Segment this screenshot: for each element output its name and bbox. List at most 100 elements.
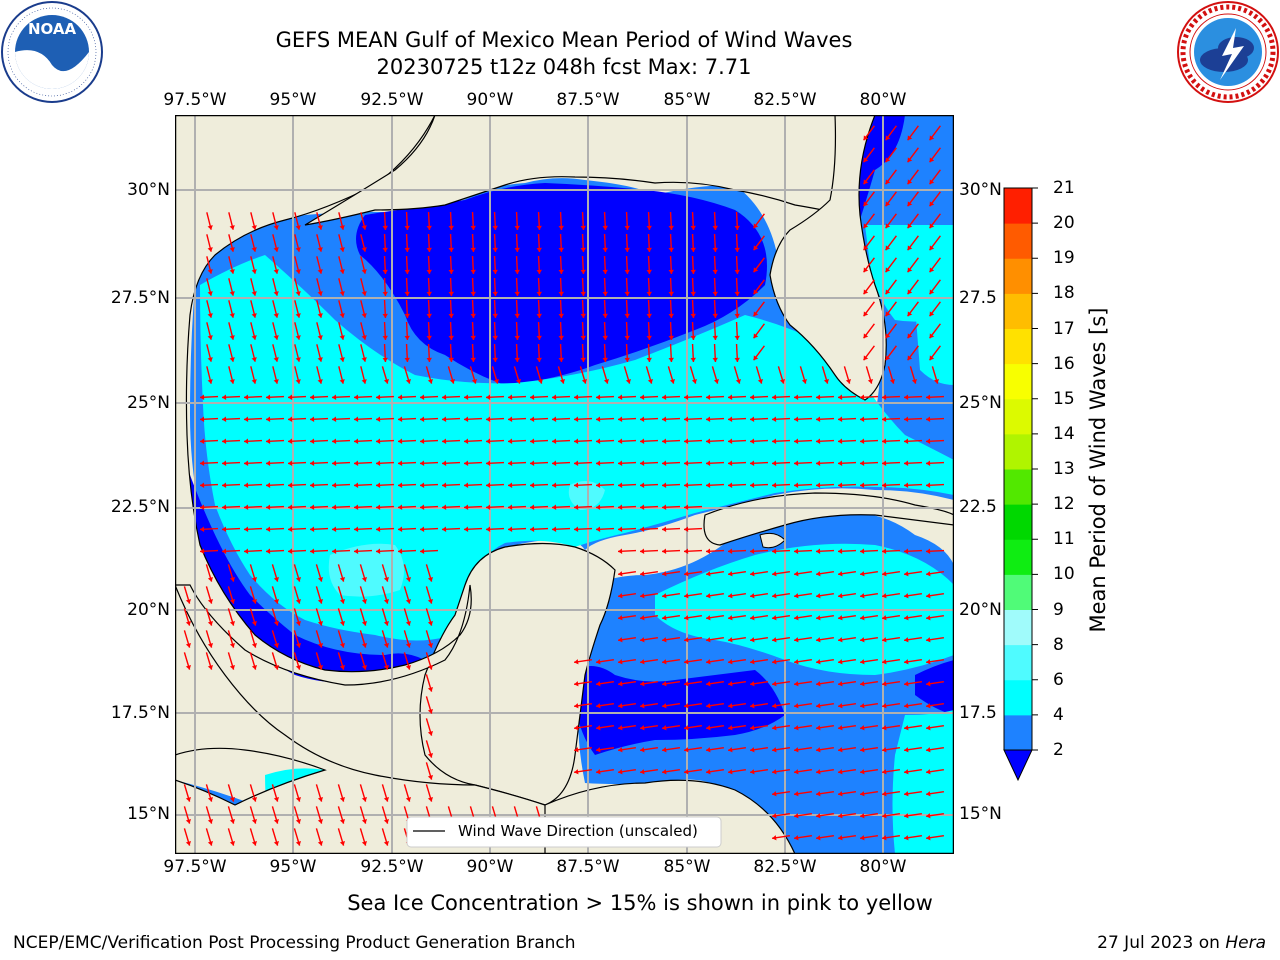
- wind-wave-arrowhead: [926, 835, 931, 841]
- wind-wave-arrowhead: [646, 313, 652, 318]
- wind-wave-arrowhead: [361, 598, 368, 604]
- wind-wave-arrowhead: [885, 355, 891, 361]
- wind-wave-arrowhead: [750, 482, 755, 488]
- colorbar-tick-label: 16: [1053, 353, 1075, 374]
- wind-wave-arrowhead: [926, 615, 931, 621]
- wind-wave-arrowhead: [794, 571, 799, 577]
- colorbar-segment: [1004, 609, 1032, 646]
- wind-wave-arrowhead: [514, 357, 520, 362]
- wind-wave-arrowhead: [684, 571, 689, 577]
- wind-wave-arrowhead: [753, 355, 759, 361]
- wind-wave-arrowhead: [295, 620, 302, 626]
- wind-wave-arrowhead: [596, 460, 601, 466]
- wind-wave-arrowhead: [332, 482, 337, 488]
- wind-wave-arrowhead: [926, 769, 931, 775]
- wind-wave-arrowhead: [706, 725, 711, 731]
- wind-wave-arrowhead: [706, 769, 711, 775]
- wind-wave-arrowhead: [889, 378, 896, 384]
- wind-wave-arrowhead: [712, 291, 718, 296]
- colorbar-label: Mean Period of Wind Waves [s]: [1086, 307, 1110, 633]
- wind-wave-arrowhead: [728, 548, 733, 554]
- wind-wave-arrowhead: [420, 548, 425, 554]
- wind-wave-arrowhead: [574, 681, 579, 687]
- wind-wave-arrowhead: [624, 247, 630, 252]
- wind-wave-arrowhead: [426, 247, 432, 252]
- wind-wave-arrowhead: [863, 245, 869, 251]
- wind-wave-arrowhead: [251, 642, 258, 648]
- noaa-logo: NOAA: [1, 1, 103, 103]
- wind-wave-arrowhead: [207, 269, 213, 274]
- wind-wave-arrowhead: [515, 378, 522, 384]
- wind-wave-arrowhead: [926, 593, 931, 599]
- wind-wave-arrowhead: [354, 460, 359, 466]
- wind-wave-arrowhead: [929, 289, 935, 295]
- wind-wave-arrowhead: [618, 747, 623, 753]
- wind-wave-arrowhead: [536, 247, 542, 252]
- wind-wave-arrowhead: [684, 747, 689, 753]
- wind-wave-arrowhead: [706, 394, 711, 400]
- wind-wave-arrowhead: [464, 394, 469, 400]
- wind-wave-arrowhead: [640, 593, 645, 599]
- wind-wave-arrowhead: [860, 725, 865, 731]
- wind-wave-arrowhead: [383, 818, 390, 824]
- wind-wave-arrowhead: [493, 378, 500, 384]
- map-legend: [406, 816, 722, 848]
- wind-wave-arrowhead: [926, 725, 931, 731]
- wind-wave-arrowhead: [354, 438, 359, 444]
- wind-wave-arrowhead: [229, 818, 236, 824]
- wind-wave-arrowhead: [929, 135, 935, 141]
- wind-wave-arrowhead: [646, 335, 652, 340]
- colorbar-segment: [1004, 328, 1032, 365]
- wind-wave-arrowhead: [382, 269, 388, 274]
- wind-wave-arrowhead: [580, 247, 586, 252]
- wind-wave-arrowhead: [863, 311, 869, 317]
- wind-wave-arrowhead: [684, 725, 689, 731]
- wind-wave-arrowhead: [706, 548, 711, 554]
- wind-wave-arrowhead: [514, 335, 520, 340]
- colorbar-tick-label: 4: [1053, 704, 1064, 725]
- wind-wave-arrowhead: [492, 313, 498, 318]
- wind-wave-arrowhead: [376, 526, 381, 532]
- wind-wave-arrowhead: [728, 637, 733, 643]
- wind-wave-arrowhead: [794, 725, 799, 731]
- wind-wave-arrowhead: [772, 791, 777, 797]
- wind-wave-arrowhead: [684, 659, 689, 665]
- wind-wave-arrows: [183, 125, 945, 846]
- wind-wave-arrowhead: [229, 357, 235, 362]
- colorbar-tick-label: 12: [1053, 494, 1075, 515]
- wind-wave-arrowhead: [772, 593, 777, 599]
- wind-wave-arrowhead: [266, 460, 271, 466]
- wind-wave-arrowhead: [200, 416, 205, 422]
- wind-wave-arrowhead: [750, 725, 755, 731]
- wind-wave-arrowhead: [332, 504, 337, 510]
- wind-wave-arrowhead: [647, 378, 654, 384]
- wind-wave-arrowhead: [404, 269, 410, 274]
- wind-wave-arrowhead: [838, 681, 843, 687]
- wind-wave-arrowhead: [794, 659, 799, 665]
- wind-wave-arrowhead: [229, 225, 235, 230]
- lon-label-bottom: 92.5°W: [360, 857, 424, 877]
- wind-wave-arrowhead: [838, 615, 843, 621]
- wind-wave-arrowhead: [706, 460, 711, 466]
- lat-label-right: 15°N: [959, 804, 1002, 824]
- wind-wave-arrowhead: [398, 394, 403, 400]
- wind-wave-arrowhead: [690, 225, 696, 230]
- wind-wave-arrowhead: [207, 335, 213, 340]
- lon-label-top: 95°W: [269, 90, 317, 110]
- wind-wave-arrowhead: [317, 291, 323, 296]
- colorbar-tick-label: 9: [1053, 599, 1064, 620]
- wind-wave-arrowhead: [728, 769, 733, 775]
- wind-wave-arrowhead: [602, 247, 608, 252]
- wind-wave-arrowhead: [691, 378, 698, 384]
- wind-wave-arrowhead: [427, 378, 434, 384]
- wind-wave-arrowhead: [690, 269, 696, 274]
- colorbar-tick-label: 10: [1053, 564, 1075, 585]
- wind-wave-arrowhead: [734, 269, 740, 274]
- wind-wave-arrowhead: [536, 269, 542, 274]
- wind-wave-arrowhead: [251, 335, 257, 340]
- wind-wave-arrowhead: [251, 225, 257, 230]
- wind-wave-arrowhead: [273, 576, 280, 582]
- wind-wave-arrowhead: [618, 482, 623, 488]
- wind-wave-arrowhead: [229, 313, 235, 318]
- wind-wave-arrowhead: [618, 526, 623, 532]
